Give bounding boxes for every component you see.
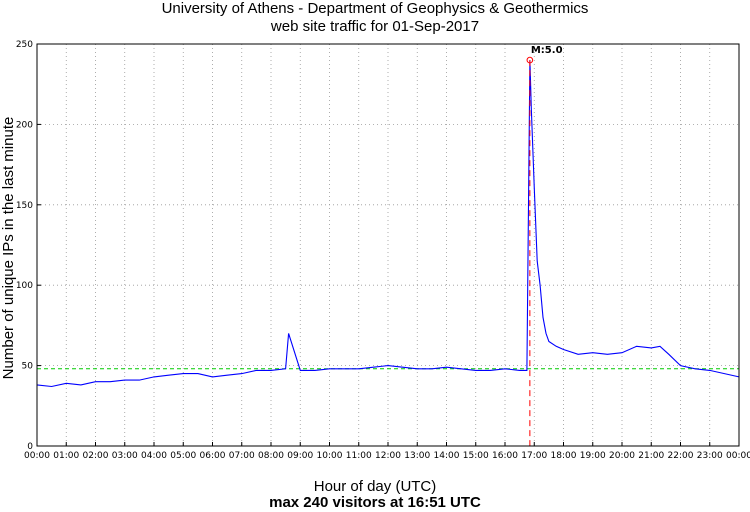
x-tick-label: 06:00 [200,451,226,461]
x-tick-label: 22:00 [668,451,694,461]
x-tick-label: 02:00 [83,451,109,461]
x-tick-label: 14:00 [434,451,460,461]
chart-subtitle: web site traffic for 01-Sep-2017 [270,18,480,35]
x-tick-label: 13:00 [404,451,430,461]
x-tick-label: 16:00 [492,451,518,461]
x-tick-label: 03:00 [112,451,138,461]
x-tick-label: 20:00 [609,451,635,461]
x-tick-label: 12:00 [375,451,401,461]
x-tick-label: 04:00 [141,451,167,461]
x-axis-label: Hour of day (UTC) [313,478,437,495]
y-tick-label: 150 [16,201,33,211]
x-axis-ticks: 00:00 01:00 02:00 03:00 04:00 05:00 06:00 07:00… [24,442,750,461]
grid [37,44,739,446]
x-tick-label: 07:00 [229,451,255,461]
x-tick-label: 17:00 [521,451,547,461]
y-tick-label: 200 [16,120,33,130]
y-axis-ticks: 0 50 100 150 200 250 [16,40,41,452]
x-tick-label: 15:00 [463,451,489,461]
series-layer [36,60,740,388]
series-traffic-line [36,60,740,388]
x-tick-label: 00:00 [24,451,50,461]
x-tick-label: 21:00 [638,451,664,461]
x-tick-label: 10:00 [317,451,343,461]
x-tick-label: 23:00 [697,451,723,461]
x-tick-label: 00:00 [726,451,750,461]
event-marker-circle [526,56,534,64]
y-tick-label: 250 [16,40,33,50]
chart-title: University of Athens - Department of Geo… [161,0,589,17]
y-tick-label: 50 [22,362,34,372]
x-tick-label: 05:00 [170,451,196,461]
annotation-layer: M:5.0 [526,45,563,446]
x-tick-label: 09:00 [287,451,313,461]
x-tick-label: 11:00 [346,451,372,461]
y-axis-label: Number of unique IPs in the last minute [0,117,17,380]
max-visitors-note: max 240 visitors at 16:51 UTC [269,494,481,511]
y-tick-label: 100 [16,281,33,291]
x-tick-label: 01:00 [53,451,79,461]
x-tick-label: 08:00 [258,451,284,461]
x-tick-label: 19:00 [580,451,606,461]
y-tick-label: 0 [27,442,33,452]
x-tick-label: 18:00 [551,451,577,461]
event-marker-label: M:5.0 [531,45,563,56]
